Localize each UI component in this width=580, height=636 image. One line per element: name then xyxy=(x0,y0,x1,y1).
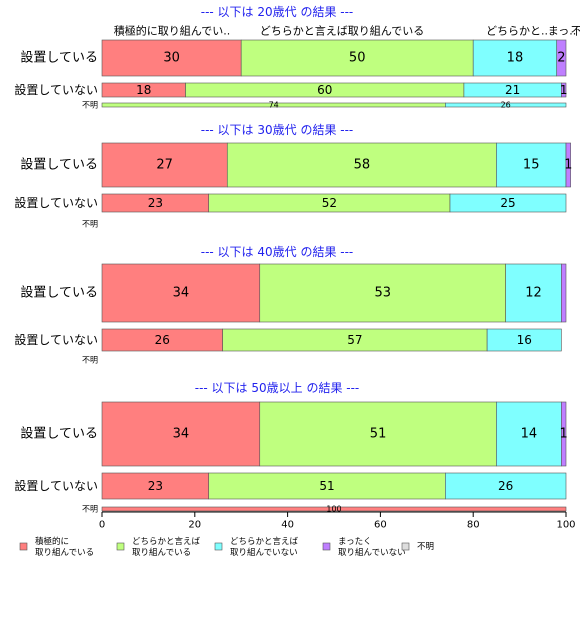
data-label: 30 xyxy=(163,51,180,66)
bar-segment xyxy=(505,263,562,323)
data-label: 27 xyxy=(156,158,173,173)
bar-segment xyxy=(101,506,567,512)
bar-segment xyxy=(445,472,567,500)
top-category-label: どちらかと.. xyxy=(486,25,548,38)
data-label: 57 xyxy=(347,333,362,347)
legend-label: 取り組んでいる xyxy=(132,547,191,558)
bar-segment xyxy=(561,263,567,323)
bar-segment xyxy=(486,328,562,352)
data-label: 25 xyxy=(500,196,515,210)
row-label: 設置している xyxy=(20,50,98,66)
bar-segment xyxy=(556,39,567,77)
data-label: 34 xyxy=(173,427,190,442)
data-label: 34 xyxy=(173,286,190,301)
bar-segment xyxy=(496,142,567,188)
data-label: 52 xyxy=(322,196,337,210)
legend-swatch xyxy=(214,542,223,551)
bar-segment xyxy=(561,82,567,98)
top-category-label: どちらかと言えば取り組んでいる xyxy=(260,25,424,38)
legend-label: 取り組んでいる xyxy=(35,547,94,558)
data-label: 53 xyxy=(374,286,391,301)
legend-swatch xyxy=(116,542,125,551)
data-label: 100 xyxy=(326,505,341,514)
data-label: 21 xyxy=(505,83,520,97)
data-label: 14 xyxy=(521,427,538,442)
data-label: 12 xyxy=(525,286,542,301)
data-label: 1 xyxy=(564,158,572,173)
row-label: 設置している xyxy=(20,157,98,173)
data-label: 2 xyxy=(557,51,565,66)
x-tick-label: 0 xyxy=(99,520,105,531)
x-tick-label: 100 xyxy=(556,520,575,531)
row-label: 不明 xyxy=(82,356,98,365)
row-label: 設置していない xyxy=(14,195,98,210)
data-label: 74 xyxy=(269,101,279,110)
top-category-label: 積極的に取り組んでい.. xyxy=(114,24,230,38)
data-label: 18 xyxy=(507,51,524,66)
data-label: 51 xyxy=(319,479,334,493)
x-tick-label: 80 xyxy=(467,520,480,531)
x-tick-label: 20 xyxy=(188,520,201,531)
bar-segment xyxy=(259,401,497,467)
data-label: 1 xyxy=(560,427,568,442)
group-title: --- 以下は 40歳代 の結果 --- xyxy=(201,245,354,259)
legend-swatch xyxy=(19,542,28,551)
data-label: 16 xyxy=(517,333,532,347)
bar-segment xyxy=(226,142,497,188)
legend-label: どちらかと言えば xyxy=(230,536,299,547)
legend-label: 積極的に xyxy=(35,536,69,547)
data-label: 18 xyxy=(136,83,151,97)
group-title: --- 以下は 20歳代 の結果 --- xyxy=(201,5,354,19)
bar-segment xyxy=(449,193,567,213)
data-label: 23 xyxy=(148,479,163,493)
top-category-label: 不明 xyxy=(571,25,580,38)
data-label: 26 xyxy=(498,479,513,493)
legend-label: どちらかと言えば xyxy=(132,536,201,547)
group-title: --- 以下は 50歳以上 の結果 --- xyxy=(195,381,360,395)
bar-segment xyxy=(101,472,210,500)
data-label: 26 xyxy=(501,101,511,110)
row-label: 設置している xyxy=(20,426,98,442)
data-label: 58 xyxy=(354,158,371,173)
bar-segment xyxy=(101,401,261,467)
data-label: 51 xyxy=(370,427,387,442)
data-label: 15 xyxy=(523,158,540,173)
row-label: 設置していない xyxy=(14,82,98,97)
data-label: 50 xyxy=(349,51,366,66)
bar-segment xyxy=(101,263,261,323)
x-tick-label: 40 xyxy=(281,520,294,531)
data-label: 26 xyxy=(155,333,170,347)
row-label: 不明 xyxy=(82,505,98,514)
data-label: 60 xyxy=(317,83,332,97)
legend-swatch xyxy=(401,542,410,551)
data-label: 1 xyxy=(560,83,568,97)
legend-label: 取り組んでいない xyxy=(338,547,406,558)
data-label: 23 xyxy=(148,196,163,210)
x-tick-label: 60 xyxy=(374,520,387,531)
bar-segment xyxy=(101,142,228,188)
row-label: 不明 xyxy=(82,220,98,229)
row-label: 不明 xyxy=(82,101,98,110)
bar-segment xyxy=(445,102,567,108)
bar-segment xyxy=(565,142,571,188)
top-category-label: まっ.. xyxy=(548,25,577,38)
legend-label: 不明 xyxy=(417,542,434,552)
legend-label: 取り組んでいない xyxy=(230,547,298,558)
legend-label: まったく xyxy=(338,537,372,547)
row-label: 設置している xyxy=(20,285,98,301)
row-label: 設置していない xyxy=(14,332,98,347)
row-label: 設置していない xyxy=(14,478,98,493)
group-title: --- 以下は 30歳代 の結果 --- xyxy=(201,123,354,137)
legend-swatch xyxy=(322,542,331,551)
bar-segment xyxy=(496,401,562,467)
bar-segment xyxy=(259,263,506,323)
bar-segment xyxy=(240,39,474,77)
bar-segment xyxy=(561,401,567,467)
bar-segment xyxy=(208,472,446,500)
